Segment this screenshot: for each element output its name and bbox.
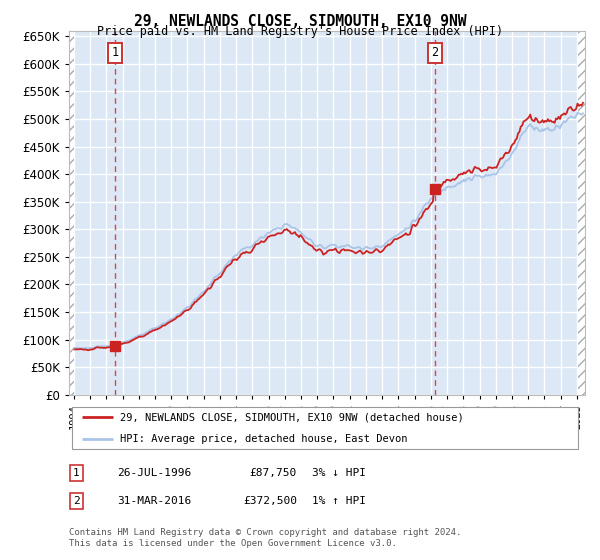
Text: 26-JUL-1996: 26-JUL-1996 (117, 468, 191, 478)
Text: Price paid vs. HM Land Registry's House Price Index (HPI): Price paid vs. HM Land Registry's House … (97, 25, 503, 38)
Text: 1% ↑ HPI: 1% ↑ HPI (312, 496, 366, 506)
Text: 2: 2 (73, 496, 80, 506)
Text: 29, NEWLANDS CLOSE, SIDMOUTH, EX10 9NW: 29, NEWLANDS CLOSE, SIDMOUTH, EX10 9NW (134, 14, 466, 29)
Text: £87,750: £87,750 (250, 468, 297, 478)
Text: 3% ↓ HPI: 3% ↓ HPI (312, 468, 366, 478)
Text: £372,500: £372,500 (243, 496, 297, 506)
Text: Contains HM Land Registry data © Crown copyright and database right 2024.
This d: Contains HM Land Registry data © Crown c… (69, 528, 461, 548)
Text: 29, NEWLANDS CLOSE, SIDMOUTH, EX10 9NW (detached house): 29, NEWLANDS CLOSE, SIDMOUTH, EX10 9NW (… (121, 412, 464, 422)
Text: 31-MAR-2016: 31-MAR-2016 (117, 496, 191, 506)
Text: HPI: Average price, detached house, East Devon: HPI: Average price, detached house, East… (121, 435, 408, 444)
Text: 1: 1 (73, 468, 80, 478)
Text: 1: 1 (112, 46, 119, 59)
Text: 2: 2 (431, 46, 439, 59)
FancyBboxPatch shape (71, 407, 578, 449)
